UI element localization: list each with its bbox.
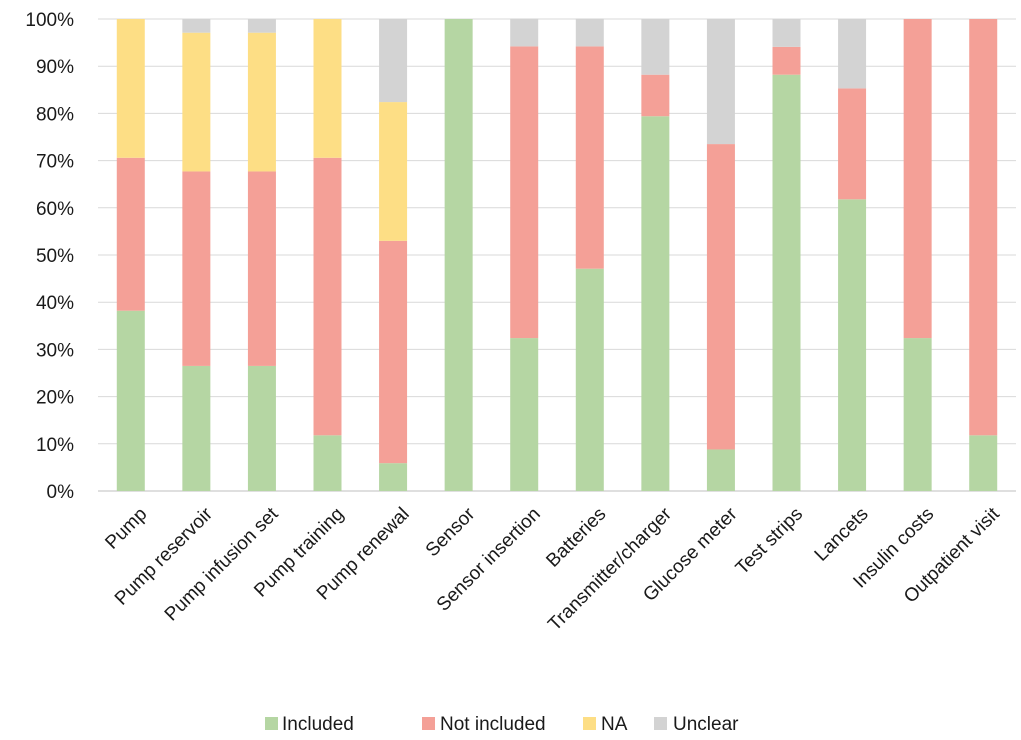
bar-segment-na <box>379 102 408 241</box>
bar-segment-not-included <box>182 171 211 366</box>
y-tick-label: 100% <box>25 10 74 31</box>
bar-segment-not-included <box>379 240 408 464</box>
gridlines <box>98 18 1016 492</box>
x-category-label: Lancets <box>811 504 873 566</box>
y-tick-label: 40% <box>36 293 74 314</box>
bar-segment-not-included <box>510 46 539 339</box>
legend-swatch-included <box>265 717 278 730</box>
bar-segment-included <box>641 116 670 492</box>
bar-segment-unclear <box>575 18 604 47</box>
bar-segment-included <box>313 435 342 491</box>
bar-segment-included <box>510 338 539 491</box>
bar-segment-unclear <box>706 19 735 145</box>
bar-segment-included <box>838 199 867 491</box>
legend-swatch-unclear <box>654 717 667 730</box>
bar-segment-not-included <box>838 88 867 200</box>
bar-segment-unclear <box>379 19 408 103</box>
y-tick-label: 80% <box>36 104 74 125</box>
bar-segment-not-included <box>575 46 604 269</box>
legend-label: NA <box>601 714 628 735</box>
x-category-label: Pump <box>101 504 151 554</box>
bar-segment-included <box>116 310 145 491</box>
bar-segment-included <box>969 435 998 491</box>
bar-segment-not-included <box>247 171 276 366</box>
bar-segment-included <box>379 463 408 491</box>
bar-segment-not-included <box>772 46 801 75</box>
bar-segment-included <box>772 74 801 492</box>
bar-segment-not-included <box>116 157 145 311</box>
bar-segment-na <box>116 19 145 158</box>
bar-segment-na <box>313 19 342 158</box>
y-tick-label: 60% <box>36 199 74 220</box>
bar-segment-not-included <box>641 74 670 117</box>
bars <box>116 18 998 492</box>
x-category-label: Transmitter/charger <box>544 503 676 635</box>
y-tick-label: 20% <box>36 388 74 409</box>
x-category-label: Batteries <box>542 504 610 572</box>
legend-label: Included <box>282 714 354 735</box>
bar-segment-included <box>247 365 276 491</box>
bar-segment-not-included <box>969 19 998 436</box>
bar-segment-included <box>706 449 735 491</box>
bar-segment-unclear <box>510 18 539 47</box>
y-tick-label: 90% <box>36 57 74 78</box>
bar-segment-na <box>182 32 211 172</box>
bar-segment-not-included <box>903 19 932 339</box>
x-category-label: Sensor <box>422 503 480 561</box>
legend: Included Not included NA Unclear <box>265 714 739 735</box>
bar-segment-not-included <box>706 144 735 450</box>
bar-segment-not-included <box>313 157 342 436</box>
bar-segment-unclear <box>838 19 867 89</box>
legend-label: Unclear <box>673 714 739 735</box>
bar-segment-included <box>575 268 604 491</box>
bar-segment-included <box>182 365 211 491</box>
legend-swatch-na <box>583 717 596 730</box>
y-tick-label: 70% <box>36 152 74 173</box>
y-tick-label: 50% <box>36 246 74 267</box>
bar-segment-unclear <box>641 19 670 75</box>
x-category-label: Pump infusion set <box>161 503 283 625</box>
bar-segment-included <box>903 338 932 491</box>
bar-segment-unclear <box>772 19 801 47</box>
y-tick-label: 30% <box>36 340 74 361</box>
bar-segment-unclear <box>247 19 276 33</box>
y-tick-label: 0% <box>47 482 75 503</box>
x-category-label: Test strips <box>732 504 807 579</box>
bar-segment-unclear <box>182 19 211 33</box>
bar-segment-included <box>444 19 473 491</box>
bar-segment-na <box>247 32 276 172</box>
legend-label: Not included <box>440 714 546 735</box>
y-tick-label: 10% <box>36 435 74 456</box>
y-axis-tick-labels: 0% 10% 20% 30% 40% 50% 60% 70% 80% 90% 100% <box>25 10 74 503</box>
legend-swatch-not-included <box>422 717 435 730</box>
